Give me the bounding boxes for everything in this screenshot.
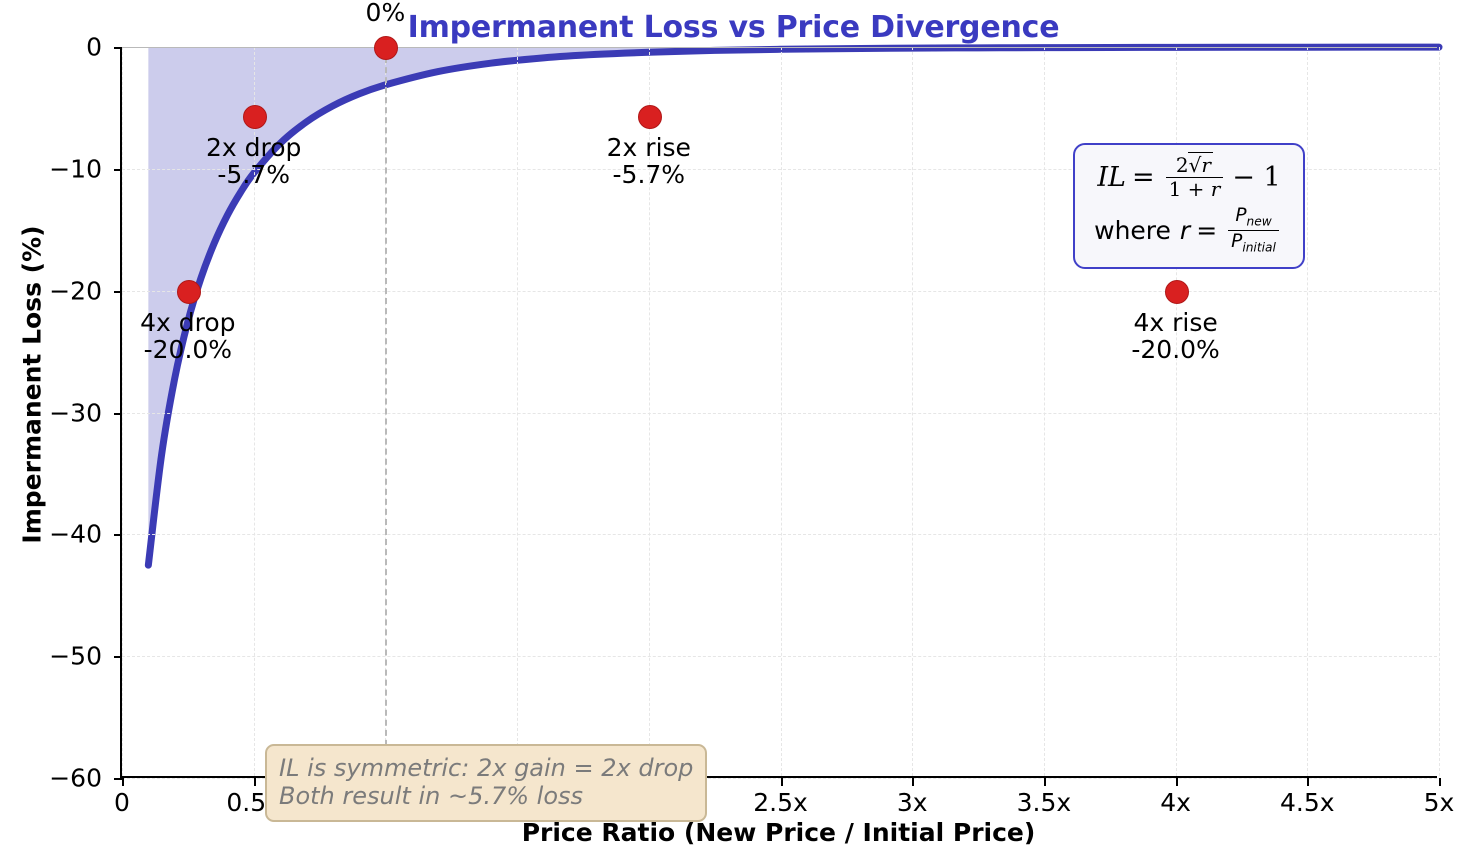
x-tick-mark bbox=[122, 778, 124, 786]
note-line-2: Both result in ~5.7% loss bbox=[279, 782, 584, 811]
note-callout-box: IL is symmetric: 2x gain = 2x drop Both … bbox=[265, 744, 708, 822]
formula-line-2: where r = Pnew Pinitial bbox=[1087, 206, 1291, 254]
y-axis-label: Impermanent Loss (%) bbox=[17, 225, 47, 544]
data-point-2x-rise[interactable] bbox=[637, 105, 662, 130]
annotation-value: -5.7% bbox=[217, 160, 290, 190]
x-tick-label: 3x bbox=[896, 788, 928, 817]
y-tick-mark bbox=[114, 168, 122, 171]
formula-minus-one: − 1 bbox=[1232, 162, 1281, 194]
y-tick-mark bbox=[114, 412, 122, 415]
data-point-2x-drop[interactable] bbox=[242, 105, 267, 130]
formula-r-label: r bbox=[1179, 215, 1191, 245]
y-tick-label: 0 bbox=[86, 32, 102, 62]
formula-p-initial: Pinitial bbox=[1228, 229, 1279, 255]
note-line-1: IL is symmetric: 2x gain = 2x drop bbox=[279, 754, 694, 782]
formula-denominator: 1 + r bbox=[1165, 177, 1224, 200]
annotation-value: -5.7% bbox=[612, 160, 686, 190]
y-tick-mark bbox=[114, 290, 122, 293]
y-tick-label: −10 bbox=[49, 154, 102, 184]
y-tick-label: −20 bbox=[49, 276, 102, 306]
x-tick-mark bbox=[1175, 778, 1178, 786]
formula-callout-box: IL = 2√r 1 + r − 1 where r = Pnew Piniti… bbox=[1073, 143, 1305, 269]
annotation-4x-rise: 4x rise -20.0% bbox=[1131, 309, 1219, 363]
annotation-4x-drop: 4x drop -20.0% bbox=[140, 309, 235, 363]
x-tick-mark bbox=[253, 778, 256, 786]
formula-fraction-r: Pnew Pinitial bbox=[1228, 206, 1279, 254]
annotation-label: 4x rise bbox=[1133, 307, 1218, 337]
y-tick-label: −40 bbox=[49, 519, 102, 549]
annotation-no-change: No change0% bbox=[318, 0, 452, 26]
x-tick-label: 0 bbox=[114, 788, 130, 817]
data-point-4x-rise[interactable] bbox=[1164, 279, 1189, 304]
series-line bbox=[144, 43, 1443, 569]
y-tick-mark bbox=[114, 47, 122, 49]
y-tick-label: −60 bbox=[49, 763, 102, 793]
annotation-value: -20.0% bbox=[143, 334, 233, 364]
x-tick-mark bbox=[912, 778, 915, 786]
y-tick-label: −30 bbox=[49, 398, 102, 427]
y-tick-mark bbox=[114, 778, 122, 780]
formula-p-new: Pnew bbox=[1235, 205, 1272, 230]
annotation-2x-drop: 2x drop -5.7% bbox=[206, 134, 301, 188]
x-tick-label: 2.5x bbox=[753, 788, 808, 817]
y-tick-label: −50 bbox=[49, 641, 102, 671]
x-axis-label: Price Ratio (New Price / Initial Price) bbox=[521, 818, 1036, 847]
x-tick-label: 4x bbox=[1160, 788, 1191, 817]
x-tick-label: 4.5x bbox=[1280, 788, 1335, 817]
annotation-label: 4x drop bbox=[140, 307, 236, 337]
formula-equals-2: = bbox=[1196, 215, 1218, 245]
formula-equals: = bbox=[1131, 162, 1155, 194]
formula-line-1: IL = 2√r 1 + r − 1 bbox=[1087, 152, 1291, 200]
formula-il-label: IL bbox=[1097, 162, 1126, 194]
x-tick-label: 3.5x bbox=[1016, 788, 1072, 817]
formula-fraction-il: 2√r 1 + r bbox=[1165, 152, 1224, 200]
annotation-value: -20.0% bbox=[1131, 334, 1220, 364]
x-tick-label: 5x bbox=[1423, 788, 1455, 817]
chart-title: Impermanent Loss vs Price Divergence bbox=[407, 10, 1060, 45]
y-tick-mark bbox=[114, 656, 122, 659]
annotation-label: 2x rise bbox=[606, 133, 691, 163]
x-tick-mark bbox=[1043, 778, 1046, 786]
data-point-4x-drop[interactable] bbox=[176, 279, 201, 304]
annotation-label: 2x drop bbox=[205, 133, 302, 163]
area-fill bbox=[148, 47, 1440, 566]
annotation-2x-rise: 2x rise -5.7% bbox=[607, 134, 691, 188]
formula-numerator: 2√r bbox=[1175, 152, 1213, 177]
x-tick-mark bbox=[780, 778, 783, 786]
y-tick-mark bbox=[114, 534, 122, 537]
x-tick-mark bbox=[1307, 778, 1310, 786]
gridline-vertical bbox=[1439, 47, 1440, 776]
formula-where-label: where bbox=[1094, 215, 1171, 245]
x-tick-mark bbox=[1439, 778, 1441, 786]
annotation-value: 0% bbox=[365, 0, 406, 27]
